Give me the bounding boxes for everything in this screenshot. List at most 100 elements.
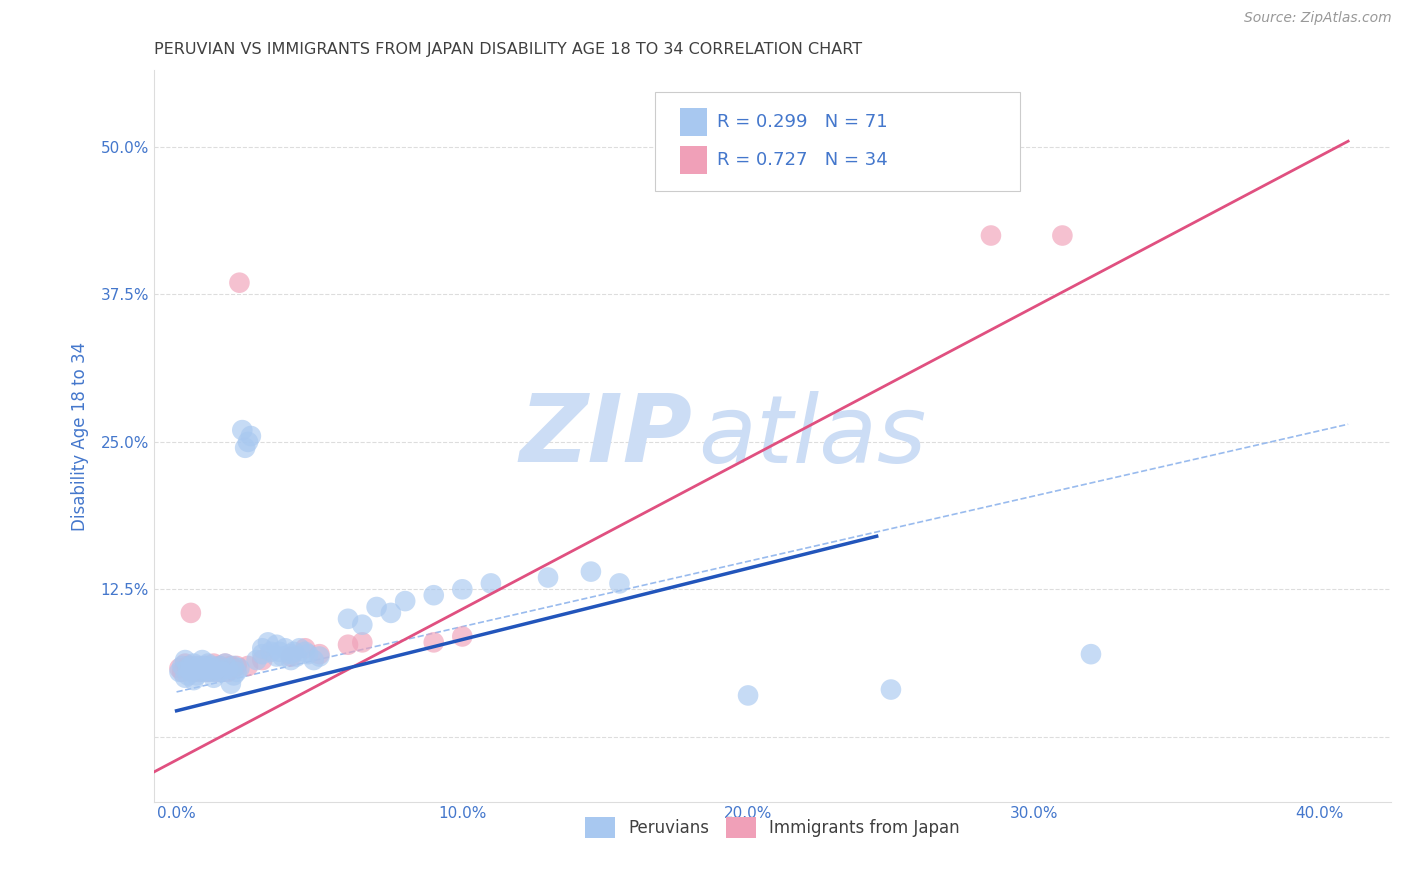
Point [202,665,225,679]
Point [214,657,236,671]
Point [609,576,631,591]
Point [200,665,222,679]
Point [197,665,219,679]
Point [217,661,239,675]
Point [200,659,222,673]
Point [191,661,214,675]
Point [211,661,233,675]
Point [294,645,316,659]
Point [266,638,288,652]
Point [222,659,245,673]
Point [236,434,259,449]
Point [288,641,311,656]
Point [202,671,225,685]
Point [214,657,236,671]
Point [180,665,202,679]
Legend: Peruvians, Immigrants from Japan: Peruvians, Immigrants from Japan [578,811,966,845]
Point [205,665,228,679]
Point [537,570,560,584]
Point [245,653,267,667]
Point [737,689,759,703]
Point [283,645,305,659]
Point [337,612,360,626]
Point [337,638,360,652]
Point [177,668,200,682]
Point [211,665,233,679]
Point [257,635,280,649]
Point [205,661,228,675]
Text: PERUVIAN VS IMMIGRANTS FROM JAPAN DISABILITY AGE 18 TO 34 CORRELATION CHART: PERUVIAN VS IMMIGRANTS FROM JAPAN DISABI… [153,42,862,57]
Point [197,657,219,671]
Point [236,659,259,673]
Y-axis label: Disability Age 18 to 34: Disability Age 18 to 34 [72,342,89,531]
Point [180,661,202,675]
Point [308,649,330,664]
Point [172,659,194,673]
Point [200,661,222,675]
Point [422,588,444,602]
Point [252,641,274,656]
Point [217,665,239,679]
Point [172,665,194,679]
Point [174,671,197,685]
Point [451,582,474,597]
Point [233,441,256,455]
Point [252,653,274,667]
Point [208,665,231,679]
Text: ZIP: ZIP [519,390,692,482]
Point [186,661,208,675]
Point [208,659,231,673]
Bar [679,146,707,174]
Point [219,659,242,673]
Point [239,429,262,443]
Point [280,649,302,664]
Point [260,645,283,659]
Point [197,661,219,675]
Point [174,657,197,671]
Point [180,659,202,673]
Point [228,276,250,290]
Point [231,423,253,437]
Point [302,653,325,667]
Point [183,665,205,679]
Point [208,659,231,673]
Point [422,635,444,649]
Point [252,647,274,661]
Point [269,645,291,659]
Point [177,659,200,673]
Point [191,661,214,675]
Point [169,665,191,679]
Point [225,665,247,679]
Bar [679,109,707,136]
Point [188,665,211,679]
Point [202,657,225,671]
Point [186,668,208,682]
Text: R = 0.299   N = 71: R = 0.299 N = 71 [717,113,887,131]
Point [1052,228,1074,243]
Point [280,647,302,661]
Point [228,661,250,675]
Point [880,682,903,697]
Point [222,661,245,675]
Text: atlas: atlas [699,391,927,482]
Point [294,641,316,656]
Point [219,676,242,690]
Point [194,659,217,673]
Point [191,653,214,667]
Point [980,228,1002,243]
Point [451,630,474,644]
Point [222,668,245,682]
Point [1080,647,1102,661]
Point [274,641,297,656]
Text: R = 0.727   N = 34: R = 0.727 N = 34 [717,152,887,169]
Point [180,606,202,620]
Point [579,565,602,579]
Point [169,661,191,675]
Point [285,649,308,664]
Point [186,659,208,673]
FancyBboxPatch shape [655,93,1019,191]
Point [280,653,302,667]
Point [183,657,205,671]
Point [380,606,402,620]
Point [352,635,374,649]
